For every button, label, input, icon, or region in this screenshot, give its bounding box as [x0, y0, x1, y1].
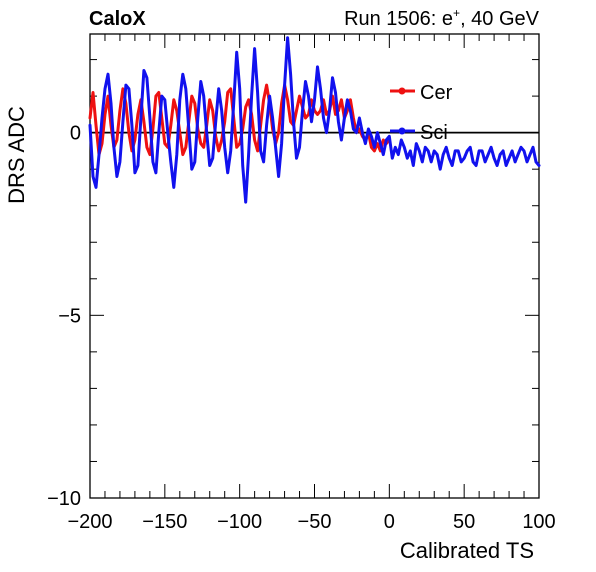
- x-tick-label: 50: [453, 511, 475, 533]
- x-axis-title: Calibrated TS: [400, 538, 534, 563]
- x-tick-label: 100: [522, 511, 555, 533]
- x-tick-label: −200: [67, 511, 112, 533]
- series-line-sci: [88, 36, 541, 204]
- header-left-label: CaloX: [89, 8, 146, 30]
- header-right-label: Run 1506: e+, 40 GeV: [344, 6, 540, 30]
- legend-sci-label: Sci: [420, 122, 448, 144]
- legend: Cer Sci: [390, 82, 453, 144]
- legend-sci-marker: [398, 127, 406, 135]
- legend-cer-marker: [398, 87, 406, 95]
- y-tick-label: 0: [70, 123, 81, 145]
- y-tick-label: −5: [58, 305, 81, 327]
- x-tick-label: −150: [142, 511, 187, 533]
- x-tick-label: −100: [217, 511, 262, 533]
- y-tick-label: −10: [47, 488, 81, 510]
- series-line-cer: [88, 83, 391, 157]
- x-tick-label: −50: [298, 511, 332, 533]
- legend-cer-label: Cer: [420, 82, 453, 104]
- x-tick-label: 0: [384, 511, 395, 533]
- y-axis-title: DRS ADC: [4, 106, 29, 204]
